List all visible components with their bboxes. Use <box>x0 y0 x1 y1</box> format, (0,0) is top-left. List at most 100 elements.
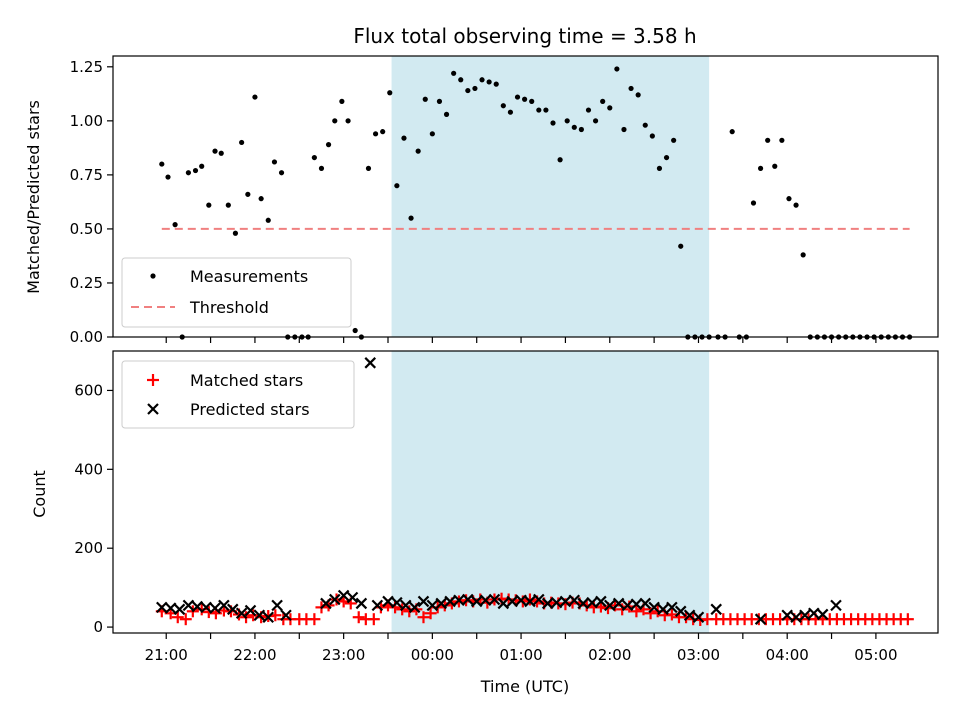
predicted-star-point <box>515 594 527 607</box>
bottom-y-axis-label: Count <box>30 470 49 518</box>
matched-star-point <box>352 611 365 624</box>
measurement-point <box>325 142 332 148</box>
top-y-tick-label: 1.25 <box>70 58 103 76</box>
measurement-point <box>557 157 563 163</box>
measurement-point <box>192 167 199 174</box>
predicted-star-point <box>417 595 430 608</box>
measurement-point <box>408 215 414 221</box>
measurement-point <box>793 202 799 208</box>
measurement-point <box>212 148 218 154</box>
top-y-tick-label: 0.50 <box>70 220 103 238</box>
measurement-point <box>621 126 627 133</box>
predicted-star-point <box>781 609 793 622</box>
measurement-point <box>443 111 450 117</box>
measurement-point <box>232 230 239 236</box>
measurement-point <box>786 196 792 202</box>
measurement-point <box>678 243 684 249</box>
x-tick-label: 21:00 <box>145 646 188 664</box>
predicted-star-point <box>209 602 221 614</box>
measurement-point <box>779 137 785 143</box>
bottom-y-tick-label: 0 <box>93 618 103 636</box>
measurement-point <box>614 66 620 72</box>
matched-star-point <box>171 611 184 624</box>
measurement-point <box>607 105 613 111</box>
x-tick-label: 01:00 <box>499 646 542 664</box>
measurement-point <box>225 202 231 208</box>
predicted-star-point <box>364 357 377 369</box>
predicted-star-point <box>830 599 842 612</box>
measurement-point <box>458 77 464 83</box>
x-tick-label: 22:00 <box>233 646 276 664</box>
legend-predicted-label: Predicted stars <box>190 400 310 419</box>
legend-measurements-label: Measurements <box>190 267 308 286</box>
measurement-point <box>642 122 648 128</box>
predicted-star-point <box>371 599 384 612</box>
x-tick-label: 23:00 <box>322 646 365 664</box>
measurement-point <box>159 161 165 167</box>
predicted-star-point <box>226 603 239 616</box>
top-plot-frame <box>112 55 939 338</box>
top-panel: 0.00 0.25 0.50 0.75 1.00 1.25 Flux total obse… <box>24 24 939 346</box>
measurement-point <box>278 170 285 176</box>
measurement-point <box>245 191 251 197</box>
x-tick-label: 03:00 <box>677 646 720 664</box>
measurement-point <box>800 252 806 258</box>
x-axis-label: Time (UTC) <box>480 677 569 696</box>
measurement-point <box>729 129 735 135</box>
predicted-star-point <box>603 599 616 612</box>
measurement-point <box>649 133 655 139</box>
matched-star-point <box>523 593 536 606</box>
bottom-y-ticks: 0 200 400 600 <box>74 381 113 636</box>
measurement-point <box>628 85 634 92</box>
predicted-star-point <box>488 593 501 606</box>
matched-star-point <box>308 613 321 626</box>
predicted-star-point <box>754 613 767 625</box>
matched-star-point <box>417 611 430 624</box>
measurement-point <box>394 183 400 189</box>
measurement-point <box>258 196 264 202</box>
matched-star-point <box>630 605 643 618</box>
measurement-point <box>671 137 677 143</box>
measurement-point <box>486 79 492 85</box>
predicted-star-point <box>337 589 350 602</box>
predicted-star-point <box>790 611 802 624</box>
measurement-point <box>507 109 514 115</box>
predicted-star-point <box>674 605 687 618</box>
predicted-star-point <box>808 607 820 620</box>
measurement-point <box>387 90 393 96</box>
predicted-star-point <box>524 595 536 608</box>
predicted-star-point <box>595 595 607 608</box>
predicted-star-point <box>568 594 581 607</box>
predicted-star-point <box>391 596 403 609</box>
predicted-star-point <box>253 609 266 622</box>
measurements-points <box>159 66 913 340</box>
bottom-x-ticks: 21:00 22:00 23:00 00:00 01:00 02:00 03:00 04:00… <box>145 633 898 664</box>
measurement-point <box>750 200 757 206</box>
predicted-star-point <box>657 603 669 616</box>
legend-matched-label: Matched stars <box>190 371 303 390</box>
measurement-point <box>352 327 358 334</box>
measurement-point <box>422 96 428 102</box>
predicted-star-point <box>218 599 230 612</box>
predicted-star-point <box>816 608 829 621</box>
top-x-ticks <box>165 337 877 343</box>
predicted-star-point <box>621 599 634 612</box>
legend-matched-marker <box>147 374 159 386</box>
legend-threshold-label: Threshold <box>189 298 269 317</box>
measurement-point <box>550 120 556 126</box>
predicted-star-point <box>235 607 248 620</box>
measurement-point <box>185 170 192 176</box>
measurement-point <box>765 137 771 143</box>
measurement-point <box>600 98 606 104</box>
predicted-star-point <box>399 599 412 612</box>
measurement-point <box>172 222 178 228</box>
predicted-star-point <box>497 597 510 610</box>
matched-star-point <box>179 613 192 626</box>
predicted-star-point <box>164 602 177 614</box>
measurement-point <box>345 118 351 124</box>
predicted-star-point <box>506 595 518 608</box>
measurement-point <box>271 159 278 165</box>
measurement-point <box>571 124 577 130</box>
predicted-star-point <box>280 609 292 622</box>
